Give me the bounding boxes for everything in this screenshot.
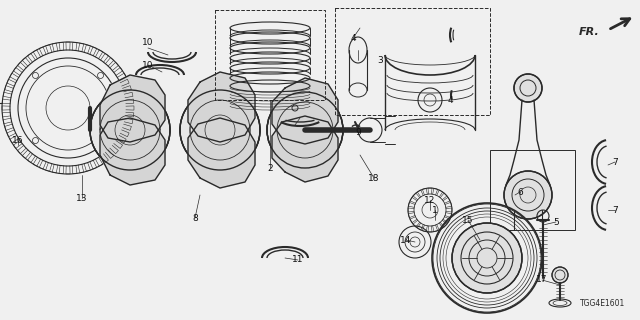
Polygon shape (100, 75, 165, 142)
Text: 3: 3 (377, 55, 383, 65)
Polygon shape (272, 116, 338, 182)
Bar (215, 10, 325, 100)
Polygon shape (188, 118, 255, 188)
Text: 16: 16 (12, 135, 24, 145)
Circle shape (504, 171, 552, 219)
Circle shape (90, 90, 170, 170)
Text: 15: 15 (462, 215, 474, 225)
Circle shape (552, 267, 568, 283)
Circle shape (267, 92, 343, 168)
Text: 7: 7 (612, 205, 618, 214)
Polygon shape (188, 72, 255, 142)
Text: 8: 8 (192, 213, 198, 222)
Text: 18: 18 (368, 173, 380, 182)
Text: 12: 12 (424, 196, 436, 204)
Text: 1: 1 (432, 205, 438, 214)
Circle shape (514, 74, 542, 102)
Text: 10: 10 (142, 60, 154, 69)
Text: 14: 14 (400, 236, 412, 244)
Text: 4: 4 (350, 34, 356, 43)
Bar (335, 8, 490, 115)
Bar (490, 150, 575, 230)
Text: 6: 6 (517, 188, 523, 196)
Text: 10: 10 (142, 37, 154, 46)
Text: TGG4E1601: TGG4E1601 (580, 299, 625, 308)
Text: 11: 11 (292, 255, 304, 265)
Circle shape (452, 223, 522, 293)
Text: FR.: FR. (579, 27, 600, 37)
Text: 2: 2 (267, 164, 273, 172)
Text: 9: 9 (355, 127, 361, 137)
Text: 13: 13 (76, 194, 88, 203)
Text: 4: 4 (447, 95, 453, 105)
Polygon shape (100, 118, 165, 185)
Text: 7: 7 (612, 157, 618, 166)
Polygon shape (272, 78, 338, 144)
Text: 5: 5 (553, 218, 559, 227)
Text: 17: 17 (536, 276, 548, 284)
Circle shape (180, 90, 260, 170)
